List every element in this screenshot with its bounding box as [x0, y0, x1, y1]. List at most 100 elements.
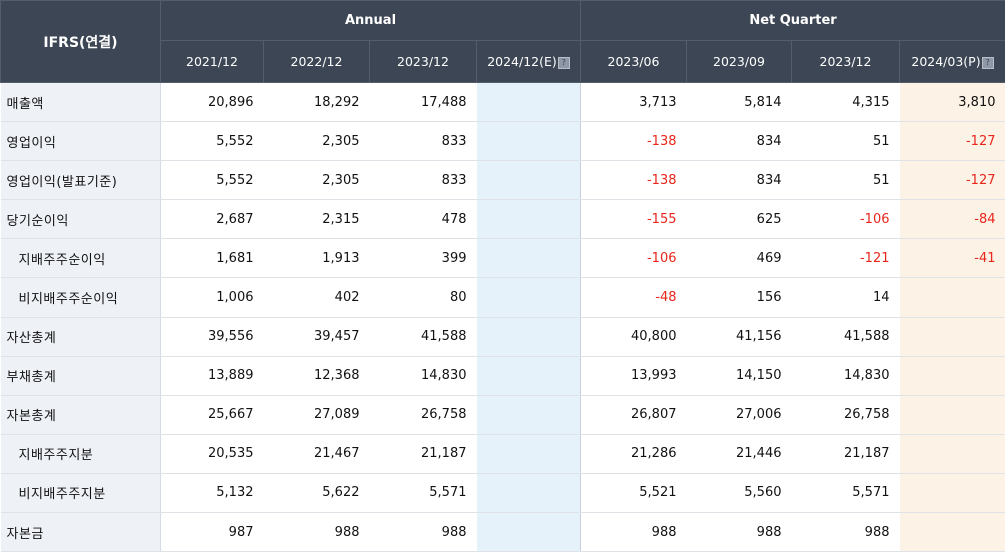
table-cell	[899, 395, 1005, 435]
table-cell: 27,089	[263, 395, 370, 435]
table-cell: 1,681	[160, 238, 264, 279]
table-cell	[476, 317, 581, 357]
table-row: 당기순이익 2,687 2,315 478 -155 625 -106 -84	[0, 199, 1005, 240]
table-cell: 14,830	[791, 356, 900, 396]
table-cell: 5,622	[263, 473, 370, 514]
table-cell: -106	[580, 238, 687, 279]
table-cell: 39,556	[160, 317, 264, 357]
table-cell: 4,315	[791, 82, 900, 123]
table-cell: 14,150	[686, 356, 792, 396]
table-cell: 5,132	[160, 473, 264, 514]
table-cell: 25,667	[160, 395, 264, 435]
table-cell: 51	[791, 160, 900, 201]
row-label[interactable]: 자본총계	[0, 395, 161, 435]
table-cell: 41,588	[369, 317, 477, 357]
table-row: 영업이익(발표기준) 5,552 2,305 833 -138 834 51 -127	[0, 160, 1005, 201]
col-header-2024-12-estimate: 2024/12(E)?	[476, 40, 581, 83]
table-row: 자산총계 39,556 39,457 41,588 40,800 41,156 41,588	[0, 317, 1005, 357]
table-cell: 5,814	[686, 82, 792, 123]
table-cell: 41,156	[686, 317, 792, 357]
col-header-2021-12: 2021/12	[160, 40, 264, 83]
table-cell: 21,187	[369, 434, 477, 474]
table-cell	[476, 356, 581, 396]
row-label[interactable]: 당기순이익	[0, 199, 161, 240]
table-cell: 988	[791, 512, 900, 552]
annual-group-header: Annual	[160, 0, 581, 41]
table-cell: 14,830	[369, 356, 477, 396]
table-body: 매출액 20,896 18,292 17,488 3,713 5,814 4,315 3,81…	[0, 82, 1005, 552]
table-row: 부채총계 13,889 12,368 14,830 13,993 14,150 14,830	[0, 356, 1005, 396]
table-cell: -138	[580, 121, 687, 162]
net-quarter-group-header: Net Quarter	[580, 0, 1005, 41]
row-label[interactable]: 비지배주주지분	[0, 473, 161, 514]
row-label[interactable]: 지배주주지분	[0, 434, 161, 474]
col-header-2024-03-provisional: 2024/03(P)?	[899, 40, 1005, 83]
help-icon[interactable]: ?	[557, 57, 570, 69]
table-cell: 14	[791, 277, 900, 318]
table-cell: 469	[686, 238, 792, 279]
table-cell: 3,810	[899, 82, 1005, 123]
row-label[interactable]: 영업이익	[0, 121, 161, 162]
table-cell: 26,758	[369, 395, 477, 435]
table-row: 자본총계 25,667 27,089 26,758 26,807 27,006 26,758	[0, 395, 1005, 435]
row-label[interactable]: 부채총계	[0, 356, 161, 396]
table-cell: -41	[899, 238, 1005, 279]
table-cell: -127	[899, 121, 1005, 162]
table-cell: 27,006	[686, 395, 792, 435]
row-label[interactable]: 매출액	[0, 82, 161, 123]
table-cell: 5,552	[160, 160, 264, 201]
table-cell: 987	[160, 512, 264, 552]
table-cell	[899, 512, 1005, 552]
table-cell	[476, 121, 581, 162]
table-cell: 834	[686, 160, 792, 201]
table-row: 매출액 20,896 18,292 17,488 3,713 5,814 4,315 3,81…	[0, 82, 1005, 123]
table-cell: 39,457	[263, 317, 370, 357]
table-cell: 988	[686, 512, 792, 552]
table-cell: -138	[580, 160, 687, 201]
table-cell: -106	[791, 199, 900, 240]
table-row: 비지배주주지분 5,132 5,622 5,571 5,521 5,560 5,571	[0, 473, 1005, 514]
row-label[interactable]: 자산총계	[0, 317, 161, 357]
table-cell: 834	[686, 121, 792, 162]
table-cell: 1,006	[160, 277, 264, 318]
table-cell	[476, 434, 581, 474]
col-header-2023-12-quarter: 2023/12	[791, 40, 900, 83]
table-cell	[899, 356, 1005, 396]
table-cell: 41,588	[791, 317, 900, 357]
table-cell: 5,521	[580, 473, 687, 514]
table-row: 지배주주지분 20,535 21,467 21,187 21,286 21,446 21,1…	[0, 434, 1005, 474]
table-cell: 478	[369, 199, 477, 240]
table-cell	[476, 160, 581, 201]
table-cell: 156	[686, 277, 792, 318]
table-row: 영업이익 5,552 2,305 833 -138 834 51 -127	[0, 121, 1005, 162]
row-label[interactable]: 비지배주주순이익	[0, 277, 161, 318]
table-cell	[476, 473, 581, 514]
table-cell: 5,571	[791, 473, 900, 514]
table-cell: 833	[369, 160, 477, 201]
table-cell: 625	[686, 199, 792, 240]
table-cell: -84	[899, 199, 1005, 240]
table-cell: 402	[263, 277, 370, 318]
table-cell: 26,807	[580, 395, 687, 435]
col-header-2023-09: 2023/09	[686, 40, 792, 83]
table-cell: 1,913	[263, 238, 370, 279]
row-label[interactable]: 지배주주순이익	[0, 238, 161, 279]
row-label[interactable]: 자본금	[0, 512, 161, 552]
table-cell: 833	[369, 121, 477, 162]
col-header-2023-12-annual: 2023/12	[369, 40, 477, 83]
table-cell: 21,446	[686, 434, 792, 474]
table-cell: 2,305	[263, 160, 370, 201]
row-label[interactable]: 영업이익(발표기준)	[0, 160, 161, 201]
help-icon[interactable]: ?	[981, 57, 994, 69]
table-cell: -127	[899, 160, 1005, 201]
table-cell	[899, 434, 1005, 474]
table-cell: 40,800	[580, 317, 687, 357]
table-cell: 26,758	[791, 395, 900, 435]
table-cell: -121	[791, 238, 900, 279]
table-cell: 80	[369, 277, 477, 318]
table-cell: 2,687	[160, 199, 264, 240]
table-cell	[899, 473, 1005, 514]
table-cell: 51	[791, 121, 900, 162]
table-cell: 13,993	[580, 356, 687, 396]
